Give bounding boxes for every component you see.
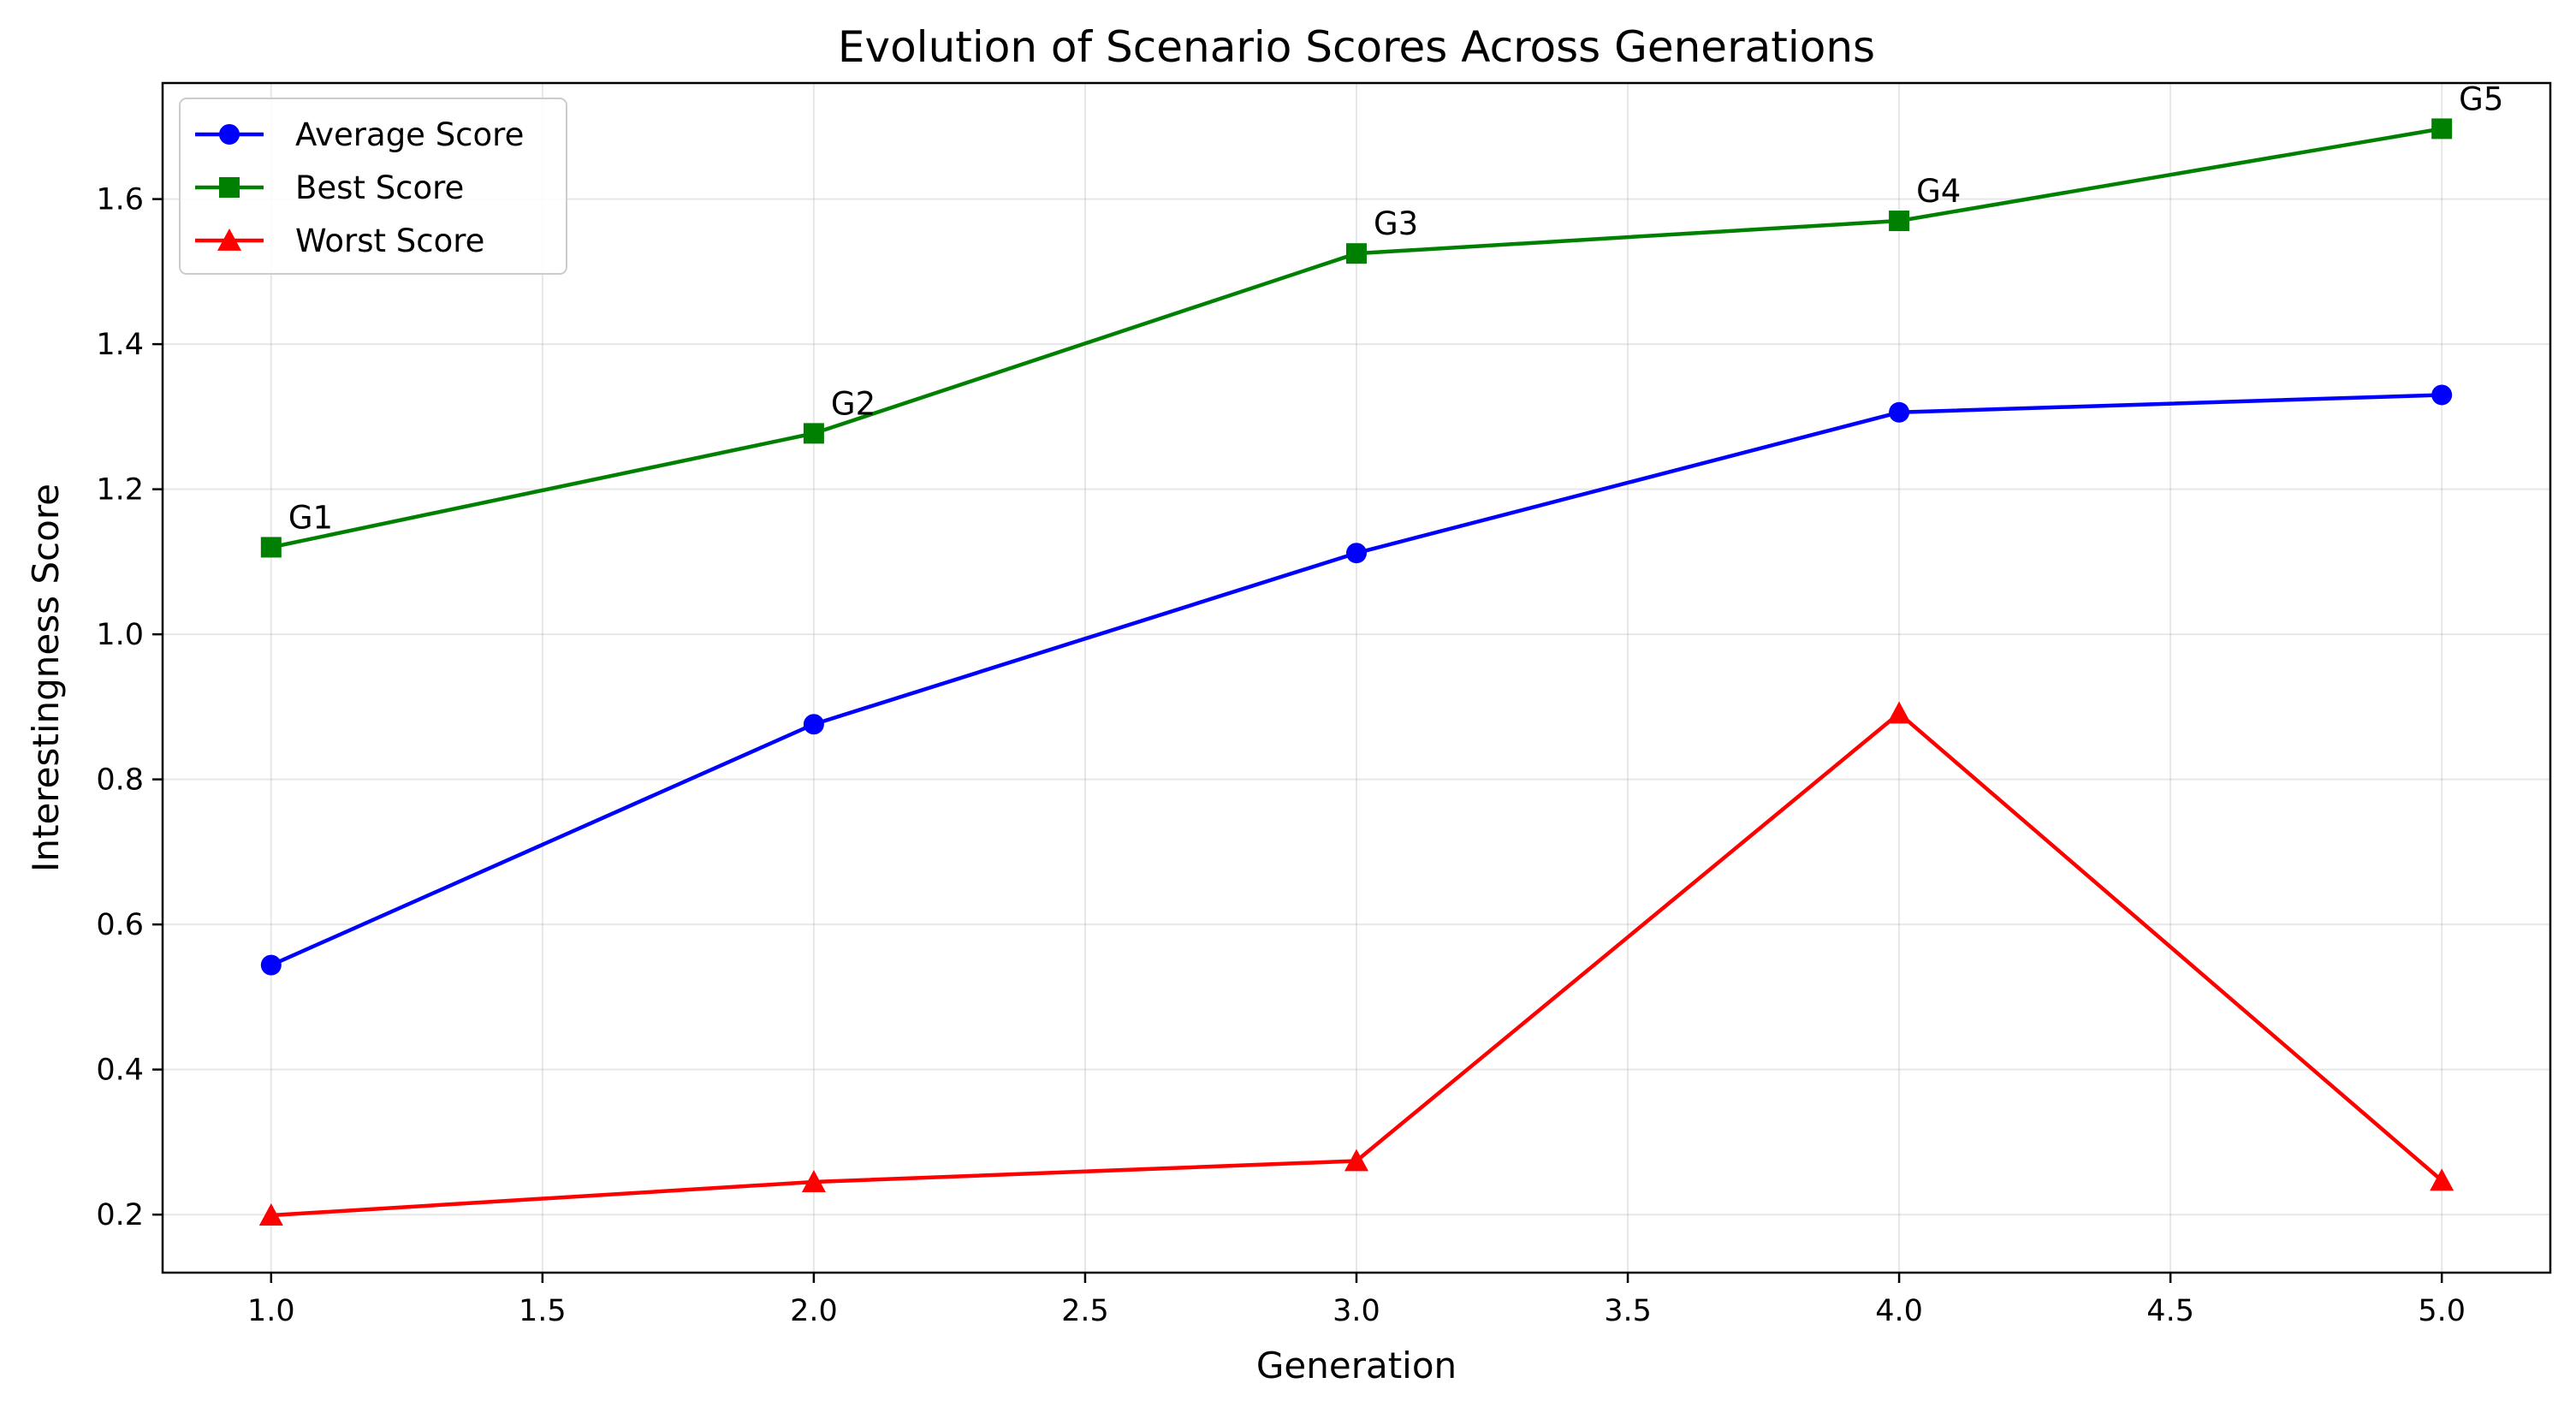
- legend-marker: [217, 229, 241, 251]
- y-tick-label: 1.6: [96, 183, 144, 217]
- data-point-worst-score: [2430, 1168, 2454, 1191]
- x-tick-label: 1.0: [247, 1294, 295, 1328]
- series-average-score: [260, 384, 2453, 976]
- data-point-best-score: [1889, 211, 1910, 232]
- data-point-best-score: [803, 423, 824, 444]
- data-point-average-score: [1889, 401, 1910, 423]
- data-point-worst-score: [801, 1170, 826, 1192]
- legend-box: [179, 98, 567, 275]
- data-point-best-score: [2431, 118, 2453, 140]
- data-point-worst-score: [1344, 1149, 1368, 1172]
- annotation-layer: G1 G2 G3 G4 G5: [288, 80, 2504, 536]
- y-tick-label: 0.6: [96, 908, 144, 942]
- point-annotation: G2: [831, 385, 875, 422]
- x-axis-ticks: 1.0 1.5 2.0 2.5 3.0 3.5 4.0 4.5 5.0: [247, 1273, 2466, 1328]
- legend-label: Average Score: [295, 116, 524, 153]
- y-tick-label: 1.2: [96, 473, 144, 508]
- x-tick-label: 3.5: [1604, 1294, 1652, 1328]
- x-tick-label: 4.5: [2146, 1294, 2194, 1328]
- series-best-score: [260, 118, 2453, 558]
- data-point-worst-score: [258, 1203, 283, 1226]
- y-axis-ticks: 0.2 0.4 0.6 0.8 1.0 1.2 1.4 1.6: [96, 183, 163, 1232]
- legend-item: Average Score: [195, 116, 524, 153]
- grid-lines: [163, 83, 2550, 1273]
- x-tick-label: 4.0: [1875, 1294, 1923, 1328]
- x-tick-label: 2.0: [790, 1294, 838, 1328]
- legend-marker: [219, 177, 240, 198]
- data-point-best-score: [1346, 243, 1367, 264]
- point-annotation: G3: [1374, 205, 1418, 242]
- y-tick-label: 0.4: [96, 1054, 144, 1088]
- y-tick-label: 0.8: [96, 763, 144, 798]
- x-tick-label: 2.5: [1061, 1294, 1109, 1328]
- legend-label: Worst Score: [295, 223, 484, 259]
- legend-item: Worst Score: [195, 223, 484, 259]
- legend-marker: [219, 124, 240, 145]
- point-annotation: G5: [2459, 80, 2503, 117]
- x-tick-label: 3.0: [1333, 1294, 1380, 1328]
- y-tick-label: 0.2: [96, 1198, 144, 1232]
- legend-item: Best Score: [195, 169, 464, 206]
- point-annotation: G1: [288, 499, 333, 536]
- x-tick-label: 5.0: [2418, 1294, 2466, 1328]
- data-point-best-score: [260, 537, 282, 558]
- chart-title: Evolution of Scenario Scores Across Gene…: [838, 22, 1875, 72]
- legend: Average Score Best Score Worst Score: [179, 98, 567, 275]
- point-annotation: G4: [1916, 173, 1961, 210]
- series-layer: [258, 118, 2454, 1226]
- y-tick-label: 1.0: [96, 618, 144, 652]
- series-worst-score: [258, 701, 2454, 1226]
- y-axis-label: Interestingness Score: [25, 484, 67, 872]
- data-point-average-score: [2431, 384, 2453, 406]
- data-point-worst-score: [1887, 701, 1912, 724]
- y-tick-label: 1.4: [96, 328, 144, 362]
- x-axis-label: Generation: [1256, 1345, 1457, 1386]
- x-tick-label: 1.5: [519, 1294, 567, 1328]
- legend-label: Best Score: [295, 169, 464, 206]
- data-point-average-score: [1346, 543, 1367, 564]
- data-point-average-score: [803, 714, 824, 735]
- data-point-average-score: [260, 954, 282, 976]
